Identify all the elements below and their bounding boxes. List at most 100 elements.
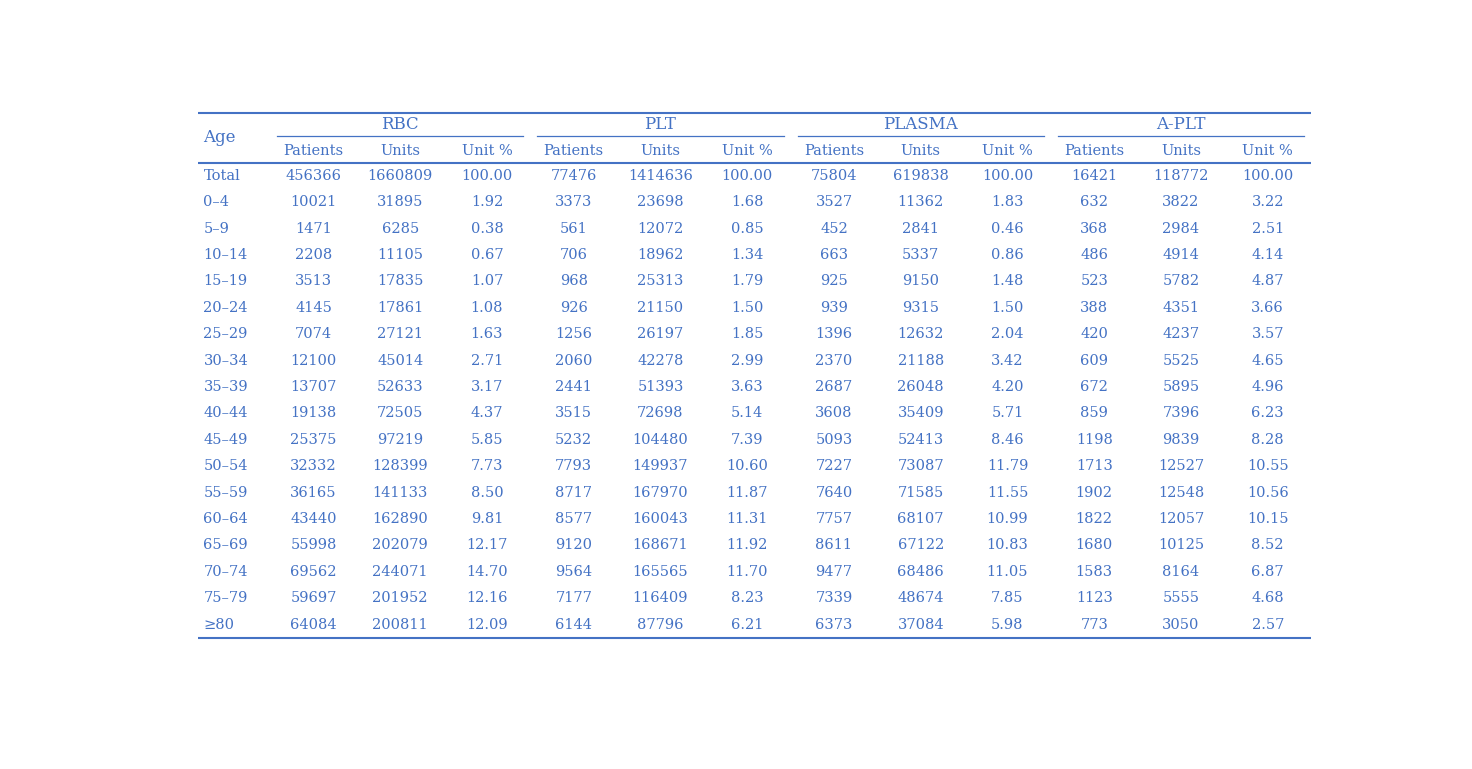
Text: Patients: Patients [543, 145, 604, 158]
Text: 4.96: 4.96 [1251, 380, 1284, 394]
Text: 1713: 1713 [1076, 459, 1113, 473]
Text: 12.09: 12.09 [467, 618, 508, 631]
Text: 10.15: 10.15 [1247, 512, 1288, 526]
Text: 75804: 75804 [811, 169, 857, 183]
Text: Units: Units [901, 145, 941, 158]
Text: 2441: 2441 [555, 380, 592, 394]
Text: 2.99: 2.99 [732, 354, 764, 368]
Text: 12100: 12100 [290, 354, 337, 368]
Text: 5337: 5337 [902, 248, 939, 262]
Text: 30–34: 30–34 [203, 354, 249, 368]
Text: 3608: 3608 [815, 406, 852, 421]
Text: 72698: 72698 [637, 406, 683, 421]
Text: 202079: 202079 [372, 538, 428, 552]
Text: 97219: 97219 [377, 433, 424, 447]
Text: 8164: 8164 [1163, 564, 1200, 579]
Text: 10.99: 10.99 [986, 512, 1029, 526]
Text: 21188: 21188 [898, 354, 944, 368]
Text: 1.08: 1.08 [471, 301, 503, 315]
Text: 859: 859 [1080, 406, 1108, 421]
Text: 3527: 3527 [815, 195, 852, 209]
Text: 9564: 9564 [555, 564, 592, 579]
Text: 87796: 87796 [637, 618, 683, 631]
Text: 59697: 59697 [290, 591, 337, 605]
Text: 5232: 5232 [555, 433, 592, 447]
Text: 12.16: 12.16 [467, 591, 508, 605]
Text: 8.28: 8.28 [1251, 433, 1284, 447]
Text: 1396: 1396 [815, 327, 852, 341]
Text: 4.68: 4.68 [1251, 591, 1284, 605]
Text: 619838: 619838 [894, 169, 948, 183]
Text: 773: 773 [1080, 618, 1108, 631]
Text: 31895: 31895 [377, 195, 424, 209]
Text: 69562: 69562 [290, 564, 337, 579]
Text: 561: 561 [559, 221, 587, 235]
Text: 5782: 5782 [1163, 275, 1200, 288]
Text: 6.21: 6.21 [732, 618, 764, 631]
Text: 3373: 3373 [555, 195, 592, 209]
Text: 20–24: 20–24 [203, 301, 247, 315]
Text: 2.57: 2.57 [1251, 618, 1284, 631]
Text: 5093: 5093 [815, 433, 852, 447]
Text: 10–14: 10–14 [203, 248, 247, 262]
Text: 1680: 1680 [1076, 538, 1113, 552]
Text: 11105: 11105 [377, 248, 422, 262]
Text: 7396: 7396 [1163, 406, 1200, 421]
Text: 2841: 2841 [902, 221, 939, 235]
Text: 67122: 67122 [898, 538, 944, 552]
Text: 6373: 6373 [815, 618, 852, 631]
Text: 0.38: 0.38 [471, 221, 503, 235]
Text: Age: Age [203, 129, 236, 146]
Text: 5.14: 5.14 [732, 406, 764, 421]
Text: 7227: 7227 [815, 459, 852, 473]
Text: 50–54: 50–54 [203, 459, 247, 473]
Text: 632: 632 [1080, 195, 1108, 209]
Text: 13707: 13707 [290, 380, 337, 394]
Text: 1660809: 1660809 [368, 169, 433, 183]
Text: 141133: 141133 [372, 485, 428, 500]
Text: 2.71: 2.71 [471, 354, 503, 368]
Text: 8.23: 8.23 [732, 591, 764, 605]
Text: 3.57: 3.57 [1251, 327, 1284, 341]
Text: 9.81: 9.81 [471, 512, 503, 526]
Text: 926: 926 [559, 301, 587, 315]
Text: 0.67: 0.67 [471, 248, 503, 262]
Text: 104480: 104480 [633, 433, 689, 447]
Text: 17861: 17861 [377, 301, 424, 315]
Text: 10021: 10021 [290, 195, 337, 209]
Text: 968: 968 [559, 275, 587, 288]
Text: 3.42: 3.42 [991, 354, 1023, 368]
Text: 19138: 19138 [290, 406, 337, 421]
Text: 5–9: 5–9 [203, 221, 230, 235]
Text: 4.20: 4.20 [991, 380, 1023, 394]
Text: 1414636: 1414636 [629, 169, 693, 183]
Text: 165565: 165565 [633, 564, 689, 579]
Text: 663: 663 [820, 248, 848, 262]
Text: 6.23: 6.23 [1251, 406, 1284, 421]
Text: 68486: 68486 [898, 564, 944, 579]
Text: 5525: 5525 [1163, 354, 1200, 368]
Text: 1.48: 1.48 [991, 275, 1023, 288]
Text: 11.55: 11.55 [986, 485, 1027, 500]
Text: 0.85: 0.85 [732, 221, 764, 235]
Text: 26048: 26048 [898, 380, 944, 394]
Text: 368: 368 [1080, 221, 1108, 235]
Text: 37084: 37084 [898, 618, 944, 631]
Text: 3050: 3050 [1163, 618, 1200, 631]
Text: 10.83: 10.83 [986, 538, 1029, 552]
Text: 12548: 12548 [1158, 485, 1204, 500]
Text: 10125: 10125 [1158, 538, 1204, 552]
Text: 8717: 8717 [555, 485, 592, 500]
Text: 0–4: 0–4 [203, 195, 230, 209]
Text: 4.87: 4.87 [1251, 275, 1284, 288]
Text: 1.34: 1.34 [732, 248, 764, 262]
Text: 1198: 1198 [1076, 433, 1113, 447]
Text: 4.37: 4.37 [471, 406, 503, 421]
Text: 925: 925 [820, 275, 848, 288]
Text: 25375: 25375 [290, 433, 337, 447]
Text: 77476: 77476 [551, 169, 596, 183]
Text: 42278: 42278 [637, 354, 683, 368]
Text: 12.17: 12.17 [467, 538, 508, 552]
Text: 3513: 3513 [294, 275, 333, 288]
Text: 12057: 12057 [1158, 512, 1204, 526]
